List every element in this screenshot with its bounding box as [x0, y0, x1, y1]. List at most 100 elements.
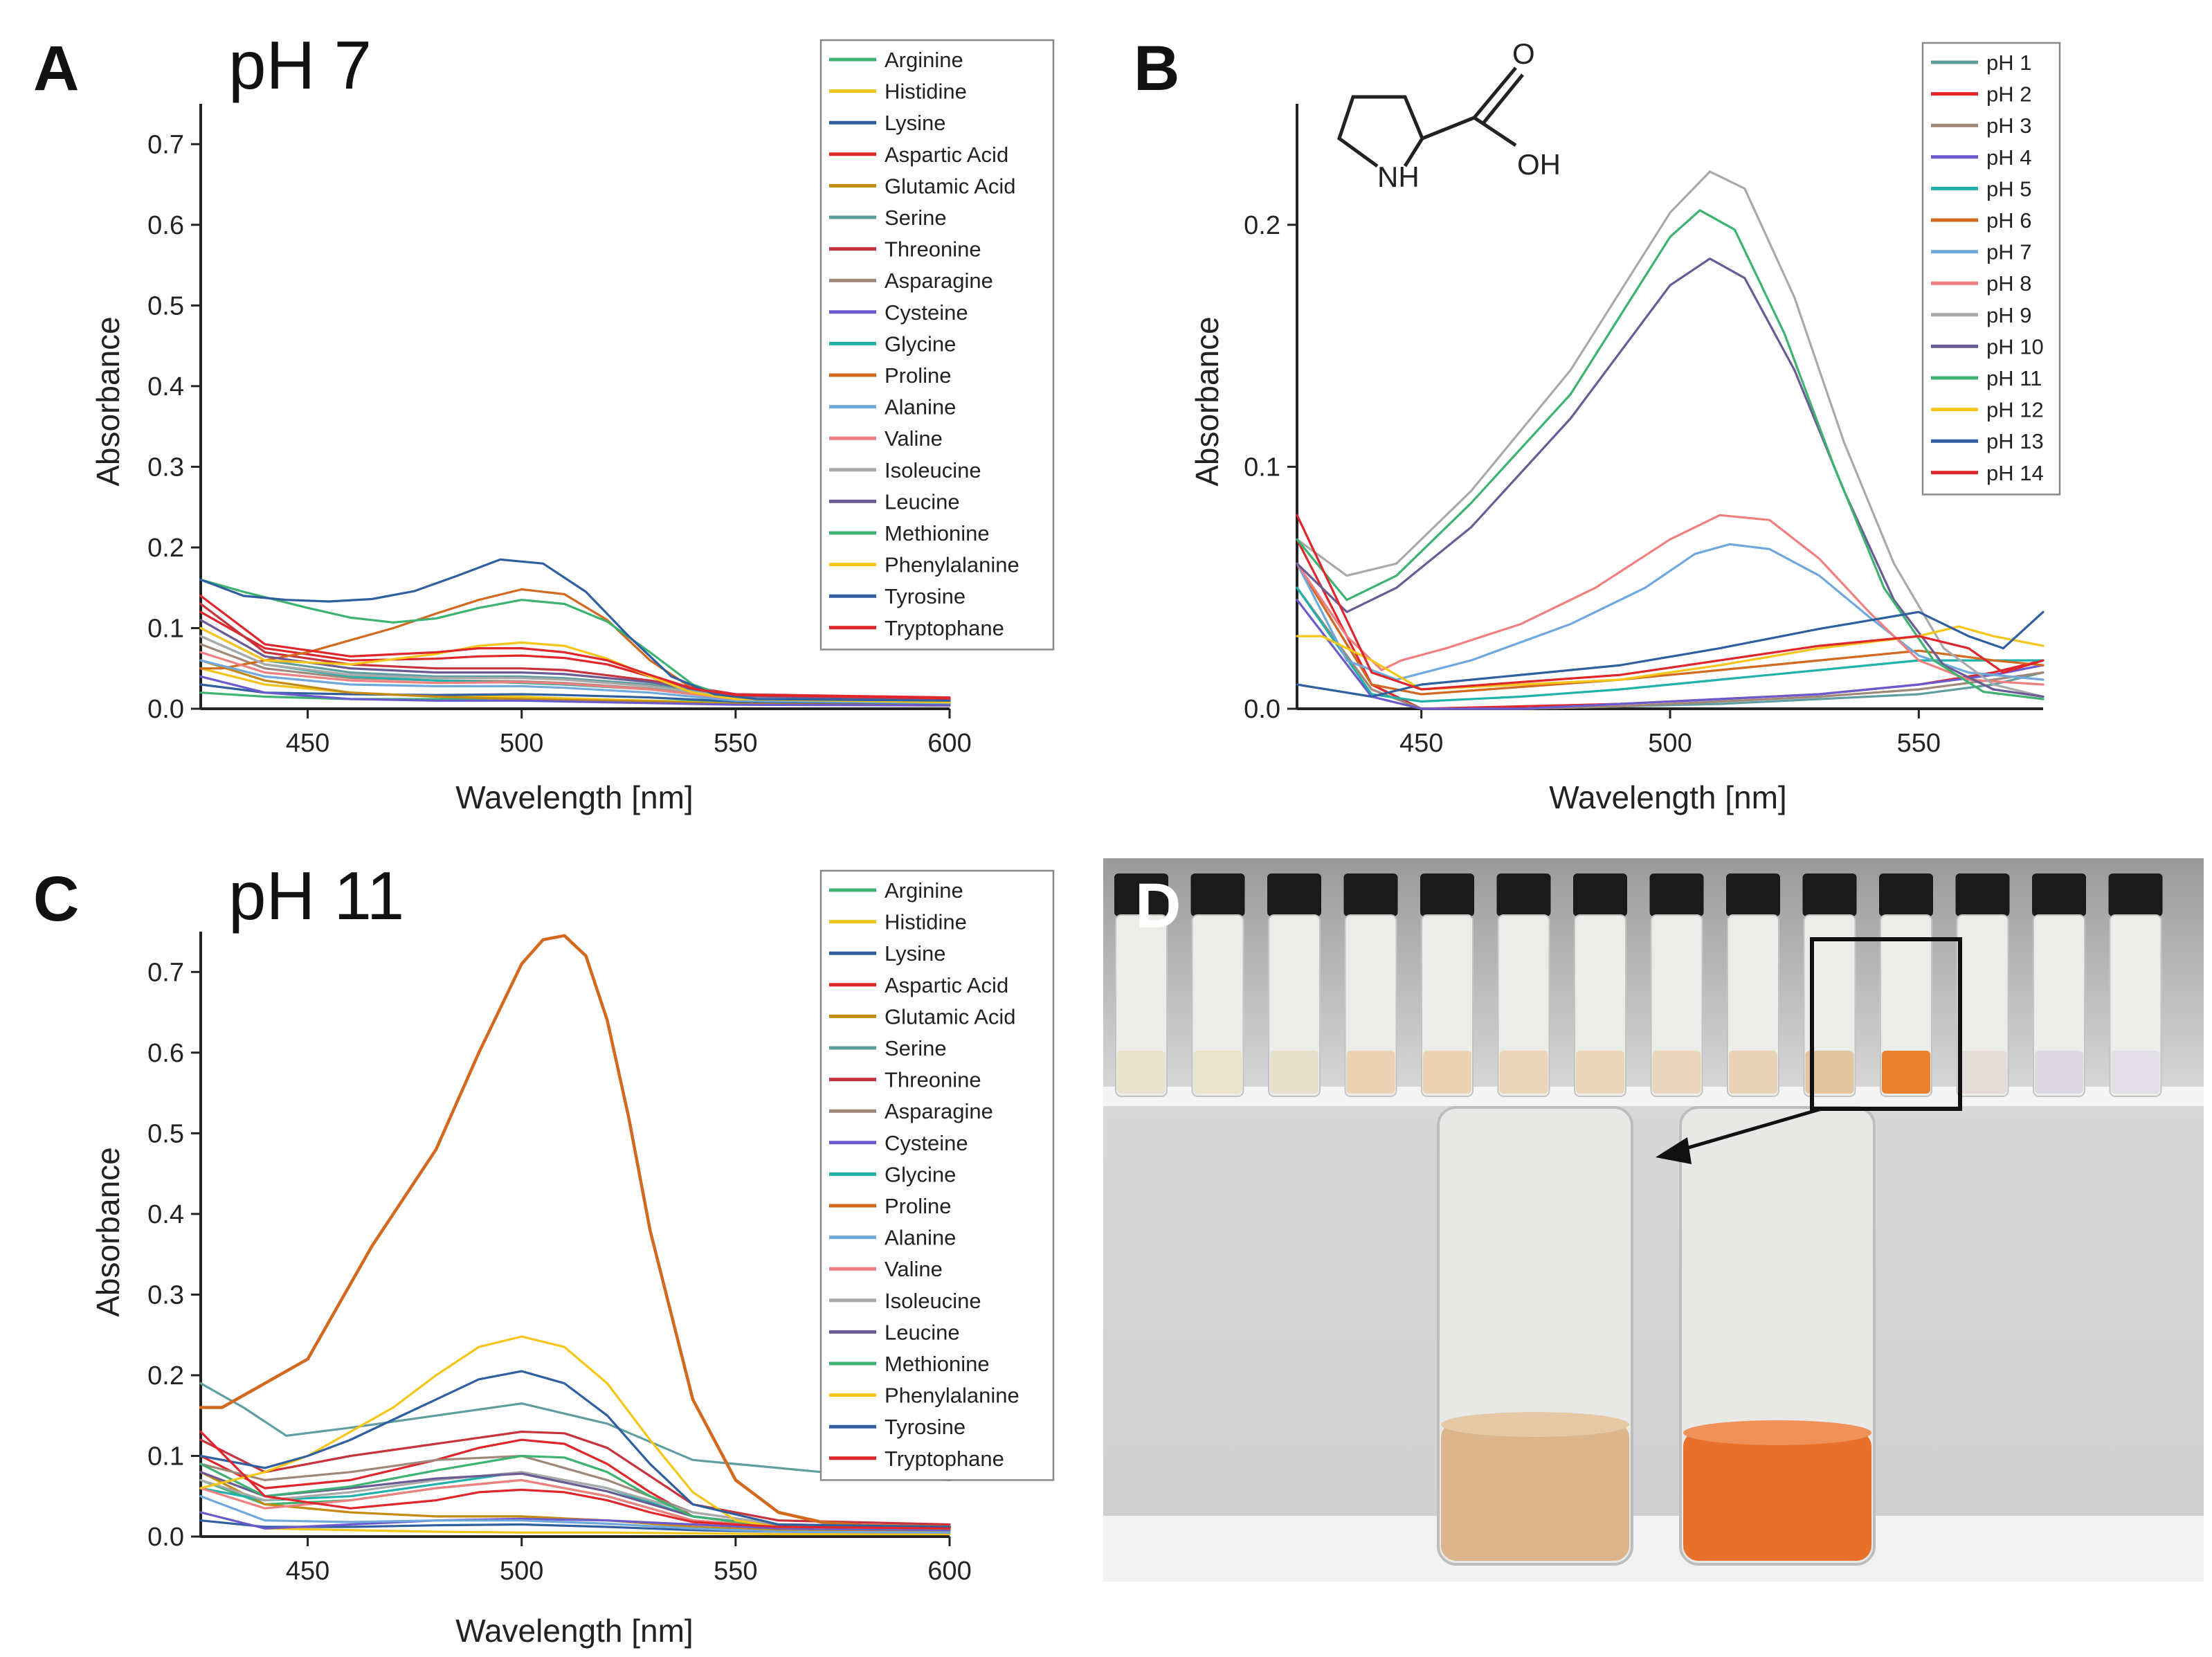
panel-a-legend-label: Tyrosine	[885, 584, 966, 608]
vial-liquid	[1652, 1051, 1701, 1094]
panel-c-y-tick-label: 0.0	[147, 1523, 184, 1552]
panel-a-series-line-alanine	[199, 659, 951, 705]
panel-a-y-tick-label: 0.5	[147, 291, 184, 320]
panel-b-legend-label: pH 10	[1986, 334, 2044, 359]
magnified-vial-left-liquid	[1441, 1422, 1629, 1561]
panel-a-series-line-phenylalanine	[199, 626, 951, 704]
panel-c-series-line-alanine	[199, 1495, 951, 1534]
panel-c-series-line-serine	[199, 1382, 951, 1481]
panel-b-series-line-ph-6	[1296, 562, 2045, 696]
vial-liquid	[1805, 1051, 1854, 1094]
panel-b-x-tick-label: 450	[1399, 729, 1443, 758]
panel-a-y-tick-label: 0.2	[147, 534, 184, 563]
panel-c-legend-label: Valine	[885, 1257, 943, 1281]
panel-a-legend-label: Lysine	[885, 111, 945, 135]
panel-b-legend-label: pH 9	[1986, 303, 2031, 327]
small-vial	[1726, 873, 1780, 1097]
zoom-arrow-line	[1678, 1107, 1822, 1152]
panel-b-legend-label: pH 14	[1986, 461, 2044, 485]
zoom-arrow-head	[1656, 1137, 1692, 1164]
panel-c-x-tick-label: 450	[286, 1557, 329, 1586]
panel-c-letter: C	[33, 864, 79, 934]
small-vial	[1573, 873, 1627, 1097]
panel-c-x-tick-label: 500	[500, 1557, 543, 1586]
vial-liquid	[2111, 1051, 2160, 1094]
small-vial	[1496, 873, 1551, 1097]
panel-b-series-line-ph-3	[1296, 586, 2045, 710]
panel-c-x-tick-label: 550	[714, 1557, 757, 1586]
panel-a-series-line-cysteine	[199, 675, 951, 707]
panel-c-legend-label: Arginine	[885, 878, 963, 903]
panel-b-series-line-ph-7	[1296, 543, 2045, 681]
vial-liquid	[2035, 1051, 2083, 1094]
small-vial	[1420, 873, 1474, 1097]
vial-liquid	[1346, 1051, 1395, 1094]
molecule-nh-label: NH	[1377, 161, 1420, 193]
vial-liquid	[1576, 1051, 1624, 1094]
panel-a-legend-label: Leucine	[885, 489, 960, 514]
small-vial	[1267, 873, 1321, 1097]
panel-b-legend	[1921, 42, 2061, 496]
panel-a-chart: A pH 7 450 500 550 600 0.0 0.1 0.2 0.3 0.4 0.5 0.6…	[33, 27, 1055, 815]
vial-row	[1114, 873, 2163, 1097]
vial-cap	[1573, 873, 1627, 916]
panel-b-legend-label: pH 13	[1986, 429, 2044, 453]
panel-b-legend-label: pH 1	[1986, 51, 2031, 75]
vial-cap	[1802, 873, 1857, 916]
panel-b-legend-label: pH 7	[1986, 240, 2031, 264]
panel-c-legend-label: Asparagine	[885, 1099, 993, 1123]
molecule-o-label: O	[1512, 37, 1535, 70]
panel-c-xlabel: Wavelength [nm]	[455, 1613, 693, 1649]
panel-b-legend-label: pH 2	[1986, 82, 2031, 107]
panel-c-legend-label: Aspartic Acid	[885, 973, 1008, 997]
panel-c-y-tick-label: 0.2	[147, 1361, 184, 1391]
panel-c-y-tick-label: 0.7	[147, 958, 184, 987]
vial-liquid	[1499, 1051, 1548, 1094]
panel-a-legend-label: Glutamic Acid	[885, 174, 1016, 198]
ring-to-carboxyl-bond	[1422, 116, 1475, 141]
magnified-vial-left-meniscus	[1441, 1412, 1629, 1437]
panel-c-title: pH 11	[228, 858, 404, 934]
panel-a-legend-label: Histidine	[885, 80, 967, 104]
vial-cap	[1420, 873, 1474, 916]
panel-a-legend-label: Phenylalanine	[885, 553, 1019, 577]
panel-a-legend-label: Serine	[885, 206, 947, 230]
panel-c-legend-label: Proline	[885, 1194, 952, 1218]
panel-a-legend-label: Glycine	[885, 332, 956, 356]
vial-liquid	[1117, 1051, 1166, 1094]
vial-liquid	[1270, 1051, 1318, 1094]
panel-c-series-line-proline	[199, 934, 952, 1529]
vial-cap	[1879, 873, 1933, 916]
proline-molecule-structure	[1337, 66, 1524, 168]
panel-c-series-line-isoleucine	[199, 1471, 951, 1528]
panel-c-legend-label: Phenylalanine	[885, 1384, 1019, 1408]
small-vial	[1649, 873, 1704, 1097]
vial-cap	[1267, 873, 1321, 916]
panel-c-legend-label: Isoleucine	[885, 1289, 981, 1313]
panel-d-letter: D	[1135, 871, 1181, 941]
panel-b-letter: B	[1134, 33, 1179, 104]
panel-b-legend-label: pH 3	[1986, 114, 2031, 138]
panel-b-y-tick-label: 0.1	[1244, 453, 1280, 482]
small-vial	[2108, 873, 2163, 1097]
panel-a-legend-label: Isoleucine	[885, 458, 981, 482]
panel-b-series-line-ph-8	[1296, 514, 2045, 686]
small-vial	[1879, 873, 1933, 1097]
panel-b-legend-label: pH 11	[1986, 366, 2042, 390]
panel-a-x-tick-label: 600	[927, 729, 971, 758]
small-vial	[1802, 873, 1857, 1097]
magnified-vial-right-liquid	[1683, 1431, 1871, 1561]
panel-c-series-line-methionine	[199, 1454, 951, 1530]
panel-c-y-tick-label: 0.4	[147, 1200, 184, 1229]
panel-c-legend-label: Tyrosine	[885, 1415, 966, 1439]
panel-c-plot-area: 450 500 550 600 0.0 0.1 0.2 0.3 0.4 0.5 0.6 0.7 Argi…	[147, 869, 1055, 1586]
zoom-selection-box	[1810, 937, 1962, 1111]
vial-cap	[1726, 873, 1780, 916]
c-o-double-bond-1	[1473, 66, 1517, 119]
panel-a-x-tick-label: 450	[286, 729, 329, 758]
panel-c-legend-label: Methionine	[885, 1352, 990, 1376]
vial-cap	[2032, 873, 2086, 916]
panel-c-legend-label: Serine	[885, 1036, 947, 1060]
vial-cap	[1649, 873, 1704, 916]
panel-a-y-tick-label: 0.1	[147, 614, 184, 643]
